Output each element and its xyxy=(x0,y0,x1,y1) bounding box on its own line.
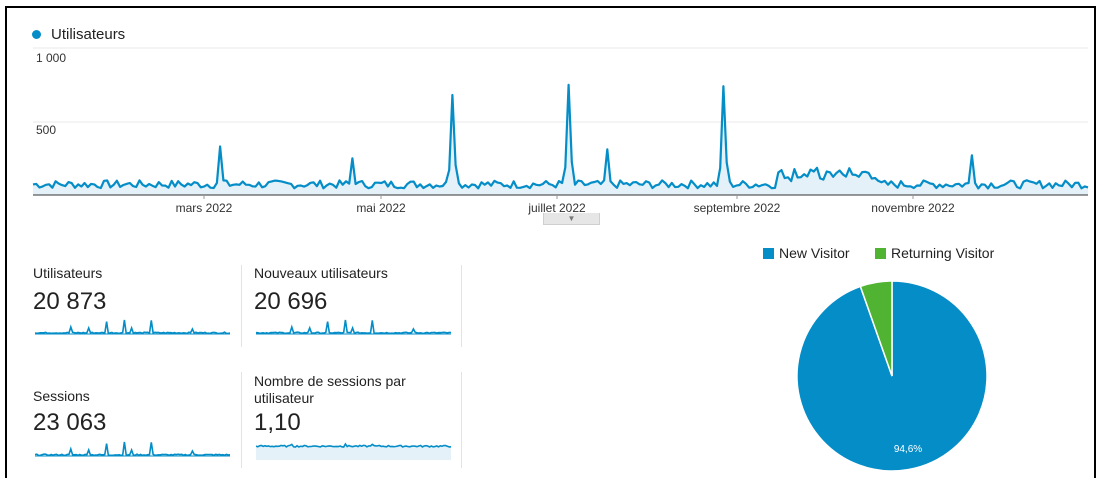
metric-value-users: 20 873 xyxy=(33,288,107,315)
collapse-chart-button[interactable]: ▼ xyxy=(543,213,600,225)
series-area xyxy=(33,84,1088,195)
pie-legend-returning-visitor[interactable]: Returning Visitor xyxy=(875,245,994,261)
pie-legend-new-visitor[interactable]: New Visitor xyxy=(763,245,850,261)
main-chart-legend[interactable]: Utilisateurs xyxy=(32,26,125,43)
users-line-chart[interactable]: 1 000 500 mars 2022 mai 2022 juillet 2022 s… xyxy=(0,0,1099,215)
x-tick-label: mars 2022 xyxy=(176,201,233,215)
pie-slice-returning-visitor xyxy=(859,280,893,377)
y-tick-500: 500 xyxy=(36,123,56,137)
pie-slice-label: 94,6% xyxy=(894,444,922,455)
legend-swatch-icon xyxy=(875,247,886,259)
sparkline-users[interactable] xyxy=(35,313,230,338)
legend-label: Utilisateurs xyxy=(51,26,126,43)
sparkline-line xyxy=(256,442,451,448)
x-tick-label: juillet 2022 xyxy=(527,201,586,215)
metric-separator xyxy=(461,265,462,347)
metric-value-sessions-per-user: 1,10 xyxy=(254,409,301,436)
sparkline-line xyxy=(256,319,451,335)
sparkline-area xyxy=(256,444,451,460)
series-users xyxy=(32,83,1089,195)
chevron-down-icon: ▼ xyxy=(567,214,576,223)
x-tick-label: novembre 2022 xyxy=(871,201,955,215)
x-axis-labels: mars 2022 mai 2022 juillet 2022 septembre 2… xyxy=(176,195,955,215)
x-tick-label: mai 2022 xyxy=(356,201,406,215)
metric-value-sessions: 23 063 xyxy=(33,409,107,436)
series-line xyxy=(32,83,1089,190)
metric-label-sessions: Sessions xyxy=(33,388,90,404)
pie-legend-label: Returning Visitor xyxy=(891,245,995,261)
metric-label-new-users: Nouveaux utilisateurs xyxy=(254,265,388,281)
visitor-type-pie-chart[interactable]: 94,6% xyxy=(785,278,1001,474)
series-dot-icon xyxy=(32,30,41,39)
pie-legend-label: New Visitor xyxy=(779,245,850,261)
metric-label-sessions-per-user: Nombre de sessions par utilisateur xyxy=(254,373,406,406)
sparkline-line xyxy=(35,319,230,335)
sparkline-sessions[interactable] xyxy=(35,435,230,460)
metric-label-users: Utilisateurs xyxy=(33,265,103,281)
metric-separator xyxy=(241,265,242,347)
legend-swatch-icon xyxy=(763,247,774,259)
sparkline-sessions-per-user[interactable] xyxy=(256,435,451,460)
x-tick-label: septembre 2022 xyxy=(694,201,781,215)
sparkline-line xyxy=(35,441,230,457)
metric-separator xyxy=(241,372,242,468)
sparkline-new-users[interactable] xyxy=(256,313,451,338)
report-frame xyxy=(5,6,1096,478)
metric-value-new-users: 20 696 xyxy=(254,288,328,315)
metric-separator xyxy=(461,372,462,468)
y-tick-1000: 1 000 xyxy=(36,51,66,65)
